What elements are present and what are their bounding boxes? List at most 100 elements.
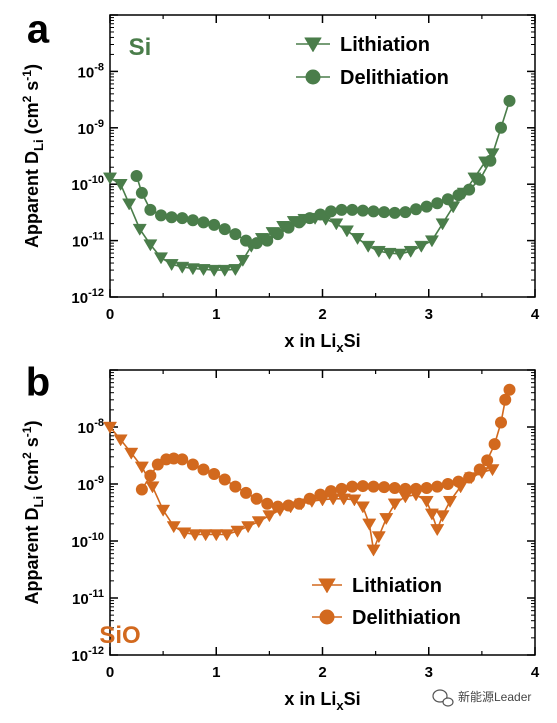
- data-point: [198, 529, 213, 542]
- data-point: [325, 205, 337, 218]
- data-point: [410, 482, 422, 495]
- x-tick-label: 1: [212, 306, 220, 323]
- data-point: [503, 383, 516, 396]
- data-point: [185, 263, 200, 276]
- data-point: [262, 510, 277, 523]
- data-point: [135, 483, 148, 496]
- data-point: [499, 393, 512, 406]
- y-tick-label: 10-11: [72, 588, 104, 608]
- x-tick-label: 1: [212, 664, 220, 681]
- data-point: [495, 121, 507, 134]
- data-point: [388, 482, 401, 495]
- data-point: [356, 480, 369, 493]
- data-point: [399, 482, 412, 495]
- y-axis-title: Apparent DLi (cm2 s-1): [20, 64, 46, 248]
- y-axis-ticks: 10-12 10-11 10-10 10-9 10-8: [71, 14, 535, 307]
- data-point: [431, 197, 444, 210]
- data-point: [362, 518, 377, 531]
- data-point: [335, 203, 348, 216]
- data-point: [218, 223, 231, 236]
- data-point: [378, 481, 391, 494]
- data-point: [187, 529, 203, 542]
- data-point: [113, 179, 128, 191]
- data-point: [367, 480, 380, 493]
- data-point: [229, 480, 242, 493]
- data-point: [145, 481, 160, 494]
- data-point: [282, 221, 295, 234]
- data-point: [218, 473, 231, 486]
- data-point: [219, 529, 234, 542]
- x-axis-title: x in LixSi: [284, 689, 360, 713]
- data-point: [124, 447, 139, 460]
- data-point: [240, 486, 252, 499]
- series-delithiation: [135, 383, 516, 513]
- data-point: [420, 200, 433, 213]
- data-point: [209, 529, 224, 542]
- data-point: [197, 216, 210, 229]
- data-point: [261, 234, 274, 247]
- data-point: [250, 492, 263, 505]
- material-label: Si: [129, 34, 152, 61]
- legend: Lithiation Delithiation: [296, 34, 449, 89]
- panel-letter: a: [27, 8, 50, 52]
- data-point: [303, 212, 316, 225]
- data-point: [473, 173, 486, 186]
- data-point: [371, 245, 386, 258]
- y-tick-label: 10-8: [78, 61, 104, 81]
- data-point: [473, 463, 486, 476]
- data-point: [135, 186, 148, 199]
- data-point: [463, 183, 476, 196]
- wechat-icon: [432, 689, 454, 707]
- data-point: [361, 240, 376, 253]
- data-point: [382, 247, 397, 260]
- data-point: [452, 189, 465, 202]
- y-tick-label: 10-8: [78, 417, 104, 437]
- data-point: [441, 193, 454, 206]
- y-tick-label: 10-12: [71, 645, 104, 665]
- data-point: [371, 531, 386, 544]
- data-point: [250, 237, 263, 250]
- data-point: [424, 508, 439, 521]
- legend-entry: Lithiation: [340, 34, 430, 56]
- data-point: [261, 497, 274, 510]
- data-point: [176, 212, 189, 225]
- data-point: [175, 261, 190, 274]
- data-point: [176, 453, 189, 466]
- legend-marker: [304, 37, 322, 53]
- data-point: [282, 499, 295, 512]
- data-point: [442, 495, 458, 508]
- data-point: [414, 240, 429, 253]
- data-point: [122, 198, 137, 211]
- data-point: [356, 204, 369, 217]
- x-tick-label: 2: [318, 664, 326, 681]
- data-point: [463, 471, 476, 484]
- data-point: [130, 169, 143, 182]
- legend-entry: Delithiation: [340, 67, 449, 89]
- material-label: SiO: [99, 622, 140, 649]
- data-point: [164, 259, 179, 272]
- data-point: [230, 525, 245, 538]
- data-point: [419, 495, 434, 508]
- x-tick-label: 3: [425, 664, 433, 681]
- data-point: [420, 482, 433, 495]
- data-point: [156, 504, 171, 517]
- data-point: [435, 218, 450, 231]
- data-point: [177, 527, 192, 540]
- series-delithiation: [130, 94, 516, 250]
- panel-letter: b: [26, 361, 50, 405]
- data-point: [132, 223, 147, 236]
- data-point: [228, 264, 243, 277]
- legend-marker: [318, 578, 336, 594]
- data-point: [339, 225, 354, 238]
- series-lithiation: [102, 148, 500, 277]
- data-point: [293, 497, 306, 510]
- data-point: [153, 252, 169, 265]
- y-tick-label: 10-11: [72, 231, 104, 251]
- data-point: [197, 463, 210, 476]
- data-point: [347, 494, 362, 507]
- data-point: [102, 421, 118, 434]
- panel-a: a 0 1 2 3 4 10-12 10-11 10-10 10-9 10-8 x in LixSi A…: [20, 8, 540, 355]
- data-point: [484, 154, 497, 167]
- x-axis-ticks: 0 1 2 3 4: [106, 370, 540, 681]
